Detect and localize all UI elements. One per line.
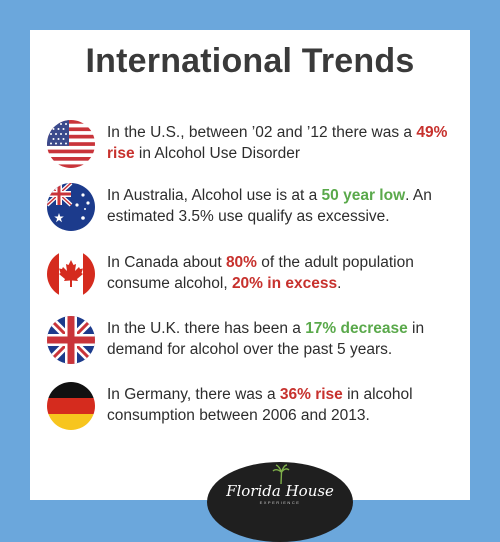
text-segment: in Alcohol Use Disorder: [134, 145, 301, 162]
palm-tree-icon: [272, 464, 290, 484]
list-item-uk: In the U.K. there has been a 17% decreas…: [47, 316, 467, 366]
highlight-red: 36% rise: [279, 386, 343, 403]
list-item-australia: In Australia, Alcohol use is at a 50 yea…: [47, 183, 467, 233]
text-segment: in alcohol consumption between 2006 and …: [107, 386, 413, 424]
text-segment: In Australia, Alcohol use is at a: [107, 187, 322, 204]
text-segment: in demand for alcohol over the past 5 ye…: [107, 320, 425, 358]
uk-flag-icon: [47, 316, 95, 364]
list-item-germany: In Germany, there was a 36% rise in alco…: [47, 382, 467, 432]
text-segment: In Canada about: [107, 254, 226, 271]
list-item-usa: In the U.S., between ’02 and ’12 there w…: [47, 120, 467, 170]
highlight-red: 49% rise: [107, 124, 448, 162]
canada-flag-icon: [47, 250, 95, 298]
text-segment: In the U.K. there has been a: [107, 320, 306, 337]
highlight-red: 20% in excess: [231, 275, 338, 292]
logo-name: Florida House: [226, 482, 334, 500]
logo-subtitle: EXPERIENCE: [259, 500, 301, 505]
item-text: In Australia, Alcohol use is at a 50 yea…: [107, 185, 467, 227]
usa-flag-icon: [47, 120, 95, 168]
item-text: In Canada about 80% of the adult populat…: [107, 252, 467, 294]
item-text: In the U.S., between ’02 and ’12 there w…: [107, 122, 467, 164]
text-segment: .: [337, 275, 342, 292]
australia-flag-icon: [47, 183, 95, 231]
germany-flag-icon: [47, 382, 95, 430]
infographic-card: International Trends: [30, 30, 470, 542]
list-item-canada: In Canada about 80% of the adult populat…: [47, 250, 467, 300]
highlight-red: 80%: [225, 254, 257, 271]
text-segment: . An estimated 3.5% use qualify as exces…: [107, 187, 432, 225]
text-segment: In the U.S., between ’02 and ’12 there w…: [107, 124, 417, 141]
page-title: International Trends: [85, 42, 415, 80]
text-segment: of the adult population consume alcohol,: [107, 254, 414, 292]
highlight-green: 50 year low: [321, 187, 406, 204]
highlight-green: 17% decrease: [305, 320, 408, 337]
florida-house-logo: Florida House EXPERIENCE: [207, 462, 353, 542]
item-text: In Germany, there was a 36% rise in alco…: [107, 384, 467, 426]
text-segment: In Germany, there was a: [107, 386, 280, 403]
item-text: In the U.K. there has been a 17% decreas…: [107, 318, 467, 360]
